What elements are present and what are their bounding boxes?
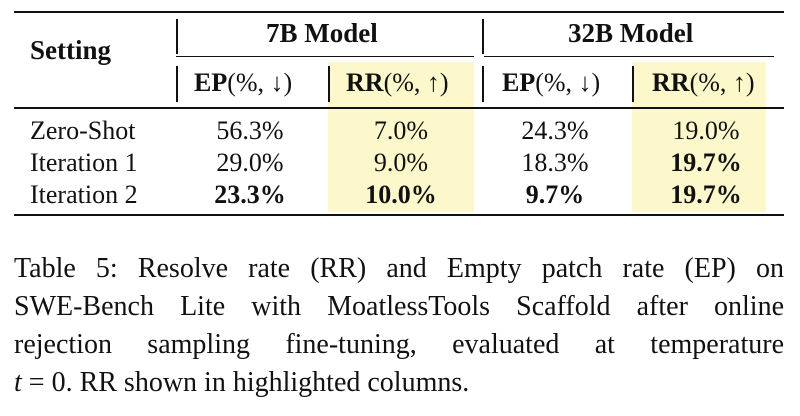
table-cell: 18.3% — [521, 148, 589, 177]
separator-sub-2 — [328, 66, 330, 102]
rr-32b-highlight — [632, 62, 766, 212]
row-setting: Iteration 2 — [30, 180, 138, 209]
caption-line-2: SWE-Bench Lite with MoatlessTools Scaffo… — [14, 291, 784, 322]
group-underline-32b — [484, 56, 774, 57]
caption-line-4: t = 0. RR shown in highlighted columns. — [14, 364, 784, 402]
rr-7b-highlight — [328, 62, 474, 212]
separator-sub-1 — [176, 66, 178, 102]
setting-header: Setting — [30, 35, 111, 65]
subheader-rr-7b: RR(%, ↑) — [346, 68, 449, 97]
separator-sub-3 — [482, 66, 484, 102]
row-setting: Iteration 1 — [30, 148, 138, 177]
mid-rule — [14, 107, 784, 109]
table-cell: 10.0% — [365, 180, 437, 209]
caption-line-4-rest: = 0. RR shown in highlighted columns. — [21, 367, 470, 398]
table-cell: 9.7% — [525, 180, 585, 209]
table-cell: 29.0% — [216, 148, 284, 177]
row-setting: Zero-Shot — [30, 116, 136, 145]
top-rule — [14, 11, 784, 13]
table-cell: 56.3% — [216, 116, 284, 145]
table-caption: Table 5: Resolve rate (RR) and Empty pat… — [14, 250, 784, 402]
subheader-rr-32b: RR(%, ↑) — [652, 68, 755, 97]
group-underline-7b — [176, 56, 474, 57]
table-cell: 9.0% — [373, 148, 429, 177]
subheader-ep-32b: EP(%, ↓) — [502, 68, 601, 97]
bottom-rule — [14, 214, 784, 216]
separator-setting — [176, 19, 178, 54]
table-cell: 24.3% — [521, 116, 589, 145]
subheader-ep-7b: EP(%, ↓) — [194, 68, 293, 97]
caption-variable: t — [14, 367, 22, 398]
table-cell: 19.7% — [670, 180, 742, 209]
table-cell: 19.0% — [672, 116, 740, 145]
table-cell: 19.7% — [670, 148, 742, 177]
separator-groups — [482, 19, 484, 54]
table-cell: 7.0% — [373, 116, 429, 145]
group-header-7b: 7B Model — [266, 18, 378, 48]
caption-line-1: Table 5: Resolve rate (RR) and Empty pat… — [14, 253, 784, 284]
table-cell: 23.3% — [214, 180, 286, 209]
separator-sub-4 — [632, 66, 634, 102]
caption-line-3: rejection sampling fine-tuning, evaluate… — [14, 329, 784, 360]
group-header-32b: 32B Model — [568, 18, 694, 48]
